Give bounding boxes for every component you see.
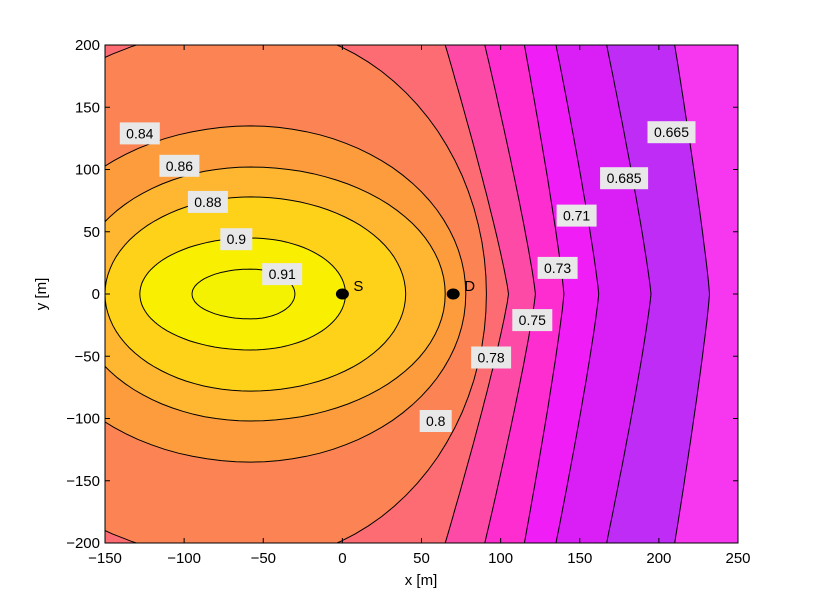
y-tick-label: 0	[92, 286, 100, 303]
y-tick-label: 150	[75, 99, 100, 116]
svg-text:0.685: 0.685	[607, 170, 642, 186]
svg-text:0.84: 0.84	[126, 125, 153, 141]
y-tick-label: −100	[66, 411, 100, 428]
x-tick-label: 100	[488, 550, 513, 567]
contour-label-0.88: 0.88	[187, 190, 228, 213]
contour-label-0.78: 0.78	[471, 346, 512, 369]
contour-line-0.685	[606, 45, 652, 543]
contour-label-0.685: 0.685	[600, 167, 649, 190]
svg-text:0.91: 0.91	[269, 266, 296, 282]
contour-label-0.665: 0.665	[647, 121, 696, 144]
contour-label-0.75: 0.75	[512, 309, 553, 332]
contour-line-0.71	[555, 45, 600, 543]
contour-line-0.88	[105, 196, 407, 392]
x-tick-label: 0	[338, 550, 346, 567]
x-tick-label: −50	[251, 550, 276, 567]
svg-text:0.71: 0.71	[563, 208, 590, 224]
svg-text:0.75: 0.75	[519, 312, 546, 328]
contour-label-0.91: 0.91	[262, 263, 303, 286]
contour-line-0.84	[105, 125, 467, 463]
svg-text:0.88: 0.88	[194, 194, 221, 210]
svg-text:0.78: 0.78	[477, 350, 504, 366]
contour-label-0.9: 0.9	[220, 228, 253, 251]
svg-text:0.73: 0.73	[544, 260, 571, 276]
y-tick-label: 100	[75, 162, 100, 179]
x-axis-ticks: −150 −100 −50 0 50 100 150 200 250	[88, 45, 751, 567]
contour-labels: 0.84 0.86 0.88 0.9 0.91 0.8 0.78 0.75 0.73 0.71 0.…	[119, 121, 696, 432]
contour-line-0.75	[484, 45, 536, 543]
x-tick-label: 200	[646, 550, 671, 567]
contour-line-0.86	[105, 166, 446, 422]
contour-lines	[105, 45, 711, 543]
svg-text:D: D	[464, 278, 475, 295]
x-axis-label: x [m]	[405, 572, 438, 589]
contour-line-0.8	[105, 45, 487, 543]
x-tick-label: 50	[413, 550, 430, 567]
contour-label-0.86: 0.86	[159, 154, 200, 177]
contour-label-0.8: 0.8	[419, 410, 452, 432]
x-tick-label: 250	[725, 550, 750, 567]
y-axis-label: y [m]	[33, 278, 50, 311]
svg-text:0.9: 0.9	[227, 231, 247, 247]
marker-D: D	[446, 278, 475, 300]
contour-label-0.84: 0.84	[119, 122, 160, 145]
svg-text:0.86: 0.86	[166, 158, 193, 174]
contour-line-0.78	[444, 45, 510, 543]
y-axis-ticks: −200 −150 −100 −50 0 50 100 150 200	[66, 37, 738, 552]
y-tick-label: −150	[66, 473, 100, 490]
y-tick-label: −200	[66, 535, 100, 552]
contour-label-0.73: 0.73	[537, 256, 578, 279]
y-tick-label: 200	[75, 37, 100, 54]
contour-line-0.9	[139, 237, 347, 351]
y-tick-label: 50	[83, 224, 100, 241]
svg-text:S: S	[353, 278, 363, 295]
x-tick-label: 150	[567, 550, 592, 567]
x-tick-label: −150	[88, 550, 122, 567]
x-tick-label: −100	[167, 550, 201, 567]
y-tick-label: −50	[75, 348, 100, 365]
marker-S: S	[335, 278, 363, 300]
svg-text:0.665: 0.665	[654, 124, 689, 140]
contour-label-0.71: 0.71	[556, 204, 597, 227]
contour-line-0.73	[523, 45, 565, 543]
svg-text:0.8: 0.8	[426, 413, 446, 429]
